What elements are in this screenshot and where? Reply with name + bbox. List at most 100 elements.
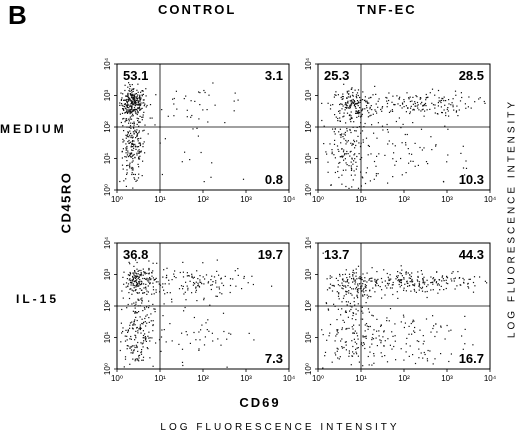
quadrant-upper-right: 44.3 [459,247,484,262]
event-dot [434,112,436,114]
event-dot [120,92,122,94]
event-dot [455,111,457,113]
event-dot [136,273,138,275]
event-dot [463,281,465,283]
event-dot [376,318,378,320]
event-dot [135,259,137,261]
event-dot [436,271,438,273]
event-dot [371,277,373,279]
event-dot [136,326,138,329]
event-dot [148,273,150,275]
event-dot [342,288,344,290]
event-dot [412,319,414,321]
event-dot [357,347,359,349]
event-dot [472,344,474,346]
event-dot [129,274,131,276]
event-dot [370,105,372,107]
event-dot [342,96,344,98]
event-dot [131,110,134,112]
event-dot [150,313,152,315]
event-dot [127,164,129,166]
event-dot [328,335,330,337]
event-dot [426,285,428,288]
event-dot [142,143,144,145]
event-dot [126,335,128,337]
event-dot [124,358,127,360]
event-dot [392,176,394,178]
event-dot [131,155,133,158]
event-dot [409,111,411,113]
event-dot [137,83,139,85]
event-dot [397,279,399,282]
event-dot [219,292,221,294]
event-dot [342,155,344,157]
event-dot [348,350,350,352]
event-dot [128,142,130,144]
event-dot [335,354,337,356]
event-dot [335,335,337,337]
event-dot [462,167,465,169]
event-dot [129,85,131,87]
event-dot [210,288,212,291]
event-dot [358,324,360,326]
event-dot [362,312,364,314]
event-dot [229,278,232,280]
event-dot [131,146,134,148]
event-dot [125,108,127,110]
event-dot [212,82,214,84]
event-dot [392,335,394,337]
y-tick-label: 10¹ [304,331,313,343]
event-dot [363,343,365,345]
event-dot [351,87,353,89]
event-dot [349,118,351,120]
event-dot [422,282,424,284]
event-dot [130,108,132,110]
event-dot [345,103,347,105]
event-dot [189,280,191,282]
event-dot [341,347,344,349]
event-dot [210,279,212,281]
event-dot [131,84,133,86]
event-dot [137,98,139,100]
event-dot [166,267,168,269]
event-dot [479,276,481,278]
event-dot [135,275,138,277]
event-dot [145,288,147,290]
event-dot [380,108,382,111]
event-dot [445,279,447,281]
event-dot [128,120,130,122]
event-dot [195,281,197,283]
y-tick-label: 10¹ [103,331,112,343]
event-dot [134,275,136,277]
event-dot [337,357,339,359]
event-dot [440,353,442,355]
event-dot [342,93,344,95]
event-dot [438,279,440,281]
event-dot [199,281,201,283]
event-dot [331,284,333,287]
event-dot [164,283,166,285]
event-dot [391,284,393,286]
event-dot [334,133,336,135]
event-dot [130,104,132,106]
event-dot [133,177,135,179]
event-dot [133,100,135,102]
event-dot [143,272,145,274]
event-dot [136,102,138,104]
event-dot [400,279,402,281]
event-dot [148,331,150,333]
event-dot [442,278,444,280]
event-dot [348,165,350,167]
event-dot [169,323,171,325]
event-dot [127,329,129,331]
event-dot [359,146,362,148]
event-dot [126,111,128,113]
event-dot [405,290,407,292]
event-dot [336,329,338,331]
event-dot [359,101,361,103]
event-dot [136,312,138,314]
event-dot [134,307,136,309]
event-dot [338,358,340,360]
event-dot [365,101,367,103]
event-dot [213,276,216,278]
